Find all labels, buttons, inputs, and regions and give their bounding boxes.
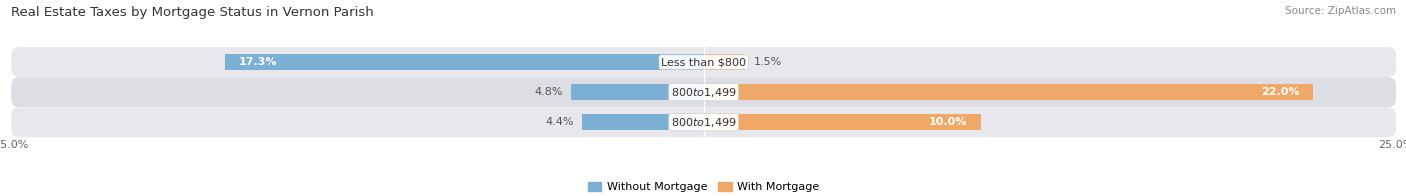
FancyBboxPatch shape xyxy=(11,77,1396,107)
FancyBboxPatch shape xyxy=(11,47,1396,77)
Bar xyxy=(225,54,704,70)
Text: 4.8%: 4.8% xyxy=(534,87,562,97)
Bar xyxy=(704,54,745,70)
Text: Source: ZipAtlas.com: Source: ZipAtlas.com xyxy=(1285,6,1396,16)
Text: 4.4%: 4.4% xyxy=(546,117,574,127)
Bar xyxy=(571,84,704,100)
Text: 10.0%: 10.0% xyxy=(928,117,967,127)
Text: 1.5%: 1.5% xyxy=(754,57,782,67)
Text: 17.3%: 17.3% xyxy=(239,57,277,67)
Bar xyxy=(704,84,1313,100)
FancyBboxPatch shape xyxy=(11,107,1396,137)
Text: $800 to $1,499: $800 to $1,499 xyxy=(671,86,737,99)
Legend: Without Mortgage, With Mortgage: Without Mortgage, With Mortgage xyxy=(583,177,824,196)
Text: $800 to $1,499: $800 to $1,499 xyxy=(671,116,737,129)
Bar xyxy=(704,114,981,130)
Text: 22.0%: 22.0% xyxy=(1261,87,1299,97)
Text: Real Estate Taxes by Mortgage Status in Vernon Parish: Real Estate Taxes by Mortgage Status in … xyxy=(11,6,374,19)
Bar xyxy=(582,114,704,130)
Text: Less than $800: Less than $800 xyxy=(661,57,747,67)
